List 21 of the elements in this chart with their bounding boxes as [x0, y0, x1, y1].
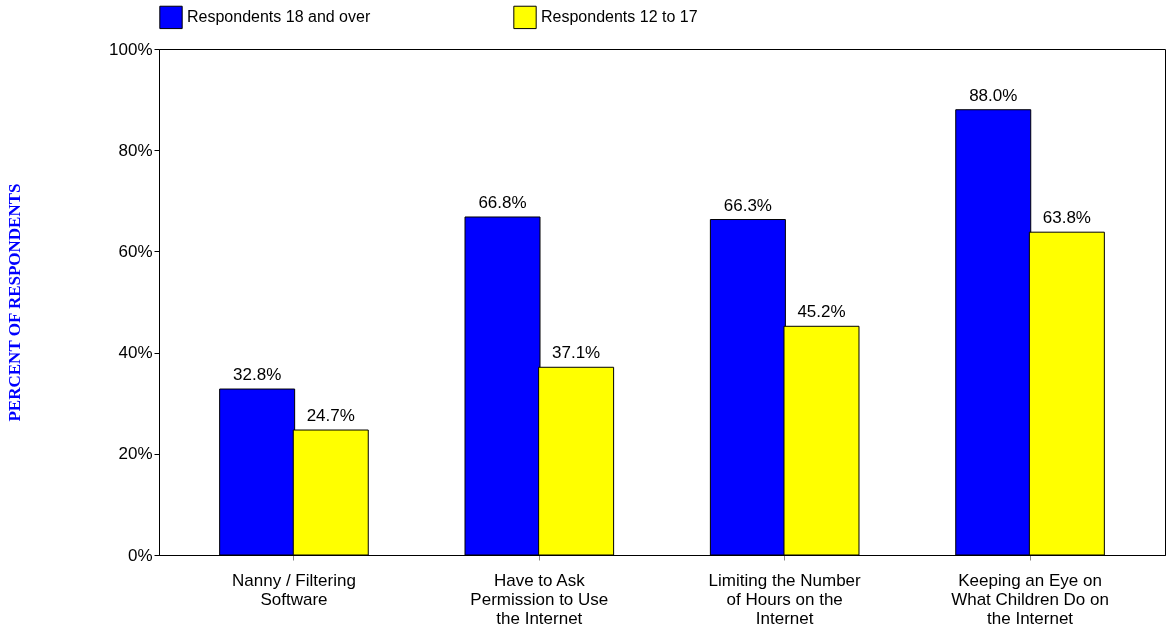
- y-tick-label: 20%: [118, 444, 153, 464]
- y-tick-label: 60%: [118, 241, 153, 261]
- data-label: 66.3%: [723, 195, 772, 215]
- data-label: 24.7%: [306, 406, 355, 426]
- legend-label: Respondents 18 and over: [187, 8, 371, 26]
- x-tick-label: Limiting the Number of Hours on the Internet: [708, 570, 862, 628]
- y-axis-title: PERCENT OF RESPONDENTS: [5, 183, 25, 422]
- data-label: 37.1%: [552, 343, 601, 363]
- data-label: 32.8%: [233, 365, 282, 385]
- data-label: 88.0%: [969, 85, 1018, 105]
- x-tick-label: Keeping an Eye on What Children Do on the Internet: [951, 570, 1109, 628]
- legend-label: Respondents 12 to 17: [541, 8, 698, 26]
- data-label: 66.8%: [478, 192, 527, 212]
- y-tick-label: 0%: [127, 545, 153, 565]
- x-tick-label: Nanny / Filtering Software: [232, 570, 356, 609]
- y-tick-label: 100%: [109, 39, 153, 59]
- data-label: 63.8%: [1042, 208, 1091, 228]
- y-tick-label: 80%: [118, 140, 153, 160]
- data-label: 45.2%: [797, 302, 846, 322]
- y-tick-label: 40%: [118, 343, 153, 363]
- x-tick-label: Have to Ask Permission to Use the Internet: [470, 570, 609, 628]
